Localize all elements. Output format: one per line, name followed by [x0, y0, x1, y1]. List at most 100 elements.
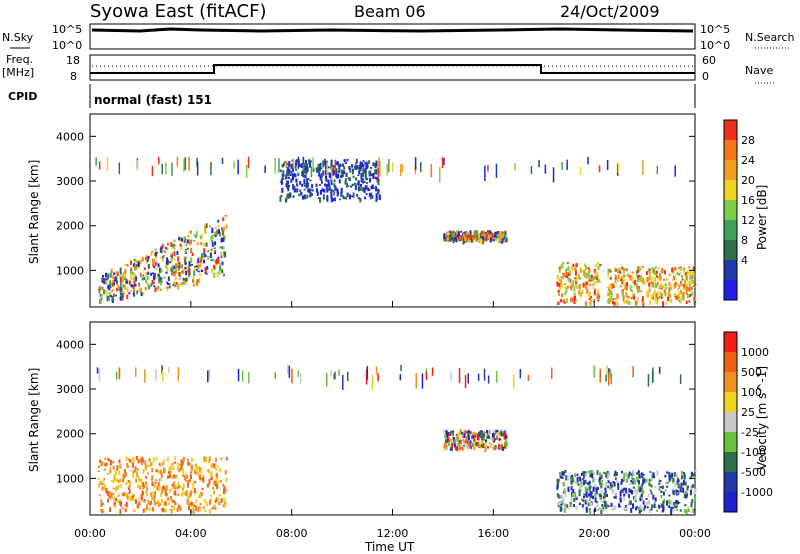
heatmap-cell: [571, 265, 574, 271]
heatmap-cell: [689, 280, 692, 285]
heatmap-cell: [306, 194, 309, 199]
heatmap-cell: [668, 472, 671, 477]
heatmap-cell: [153, 252, 156, 256]
colorbar-tick-label: -1000: [741, 486, 773, 499]
heatmap-cell: [470, 446, 473, 449]
heatmap-cell: [500, 431, 503, 436]
heatmap-cell: [181, 271, 184, 273]
heatmap-cell: [669, 474, 672, 480]
heatmap-cell: [195, 466, 198, 472]
colorbar-tick-label: -25: [741, 426, 759, 439]
heatmap-cell: [596, 501, 599, 504]
heatmap-cell: [635, 490, 638, 496]
heatmap-cell: [689, 490, 692, 496]
heatmap-cell: [483, 443, 486, 448]
heatmap-cell: [641, 265, 644, 269]
heatmap-cell: [612, 298, 615, 300]
heatmap-cell: [162, 275, 165, 278]
heatmap-cell: [364, 168, 367, 173]
heatmap-cell: [177, 284, 180, 290]
heatmap-cell: [574, 295, 576, 301]
heatmap-cell: [456, 444, 459, 447]
heatmap-cell: [170, 496, 172, 498]
heatmap-cell: [665, 301, 668, 305]
heatmap-cell: [633, 482, 636, 485]
heatmap-cell: [207, 370, 209, 383]
heatmap-cell: [320, 181, 323, 184]
heatmap-cell: [112, 461, 115, 464]
heatmap-cell: [298, 193, 301, 197]
heatmap-cell: [622, 295, 625, 302]
heatmap-cell: [684, 278, 687, 282]
heatmap-cell: [174, 502, 177, 506]
heatmap-cell: [151, 508, 154, 511]
heatmap-cell: [682, 284, 685, 287]
heatmap-cell: [193, 240, 195, 242]
heatmap-cell: [224, 488, 227, 492]
heatmap-cell: [597, 262, 600, 265]
heatmap-cell: [120, 287, 123, 292]
y-tick-label: 4000: [56, 130, 84, 143]
heatmap-cell: [149, 507, 151, 510]
heatmap-cell: [145, 481, 147, 485]
heatmap-cell: [362, 178, 365, 181]
heatmap-cell: [177, 261, 180, 266]
heatmap-cell: [482, 438, 485, 441]
heatmap-cell: [152, 491, 155, 494]
heatmap-cell: [178, 485, 180, 489]
heatmap-cell: [299, 181, 302, 185]
heatmap-cell: [495, 236, 498, 238]
heatmap-cell: [200, 259, 203, 261]
heatmap-cell: [113, 272, 115, 275]
heatmap-cell: [104, 463, 107, 467]
heatmap-cell: [213, 272, 216, 278]
heatmap-cell: [107, 273, 110, 279]
heatmap-cell: [359, 161, 362, 167]
heatmap-cell: [632, 486, 635, 489]
heatmap-cell: [661, 268, 664, 274]
heatmap-cell: [564, 286, 567, 288]
heatmap-cell: [316, 191, 319, 196]
heatmap-cell: [103, 278, 105, 280]
heatmap-cell: [100, 294, 103, 298]
heatmap-cell: [589, 509, 592, 515]
heatmap-cell: [132, 469, 135, 473]
heatmap-cell: [678, 266, 680, 269]
heatmap-cell: [487, 231, 490, 235]
colorbar-swatch: [724, 140, 737, 160]
heatmap-cell: [204, 498, 206, 504]
heatmap-cell: [300, 373, 302, 384]
heatmap-cell: [444, 439, 447, 444]
heatmap-cell: [113, 476, 116, 482]
heatmap-cell: [143, 499, 146, 503]
heatmap-cell: [587, 502, 590, 507]
heatmap-cell: [209, 498, 212, 505]
heatmap-cell: [160, 492, 163, 497]
heatmap-cell: [136, 159, 139, 171]
heatmap-cell: [207, 256, 210, 260]
heatmap-cell: [670, 284, 673, 289]
heatmap-cell: [183, 278, 186, 281]
heatmap-cell: [600, 508, 603, 511]
heatmap-cell: [192, 505, 195, 510]
heatmap-cell: [644, 504, 646, 509]
heatmap-cell: [482, 238, 485, 245]
heatmap-cell: [133, 498, 136, 502]
heatmap-cell: [100, 503, 103, 507]
heatmap-cell: [128, 486, 131, 488]
heatmap-cell: [162, 250, 165, 253]
heatmap-cell: [462, 445, 465, 450]
heatmap-cell: [157, 482, 160, 487]
heatmap-cell: [567, 507, 570, 510]
heatmap-cell: [282, 178, 285, 180]
heatmap-cell: [490, 237, 493, 241]
heatmap-cell: [120, 484, 123, 488]
heatmap-cell: [640, 494, 643, 498]
heatmap-cell: [460, 432, 463, 435]
heatmap-cell: [599, 476, 601, 481]
heatmap-cell: [688, 285, 691, 289]
heatmap-cell: [471, 435, 473, 439]
heatmap-cell: [458, 442, 460, 446]
heatmap-cell: [455, 237, 458, 243]
